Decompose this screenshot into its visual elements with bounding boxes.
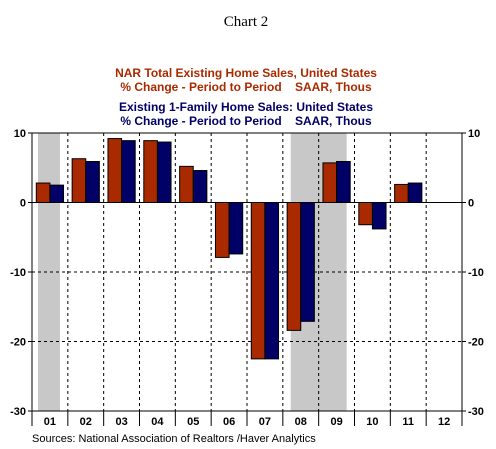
- x-tick-label: 03: [115, 416, 127, 428]
- bar-series2-07: [264, 202, 280, 360]
- axes: 10 10 0 0 -10 -10 -20 -20 -30 -30 01 02 03 04 05 06 07 08…: [10, 128, 484, 428]
- bar-series2-06: [228, 202, 244, 255]
- legend-series-1-name: NAR Total Existing Home Sales, United St…: [115, 66, 377, 80]
- y-tick-label-left: 0: [20, 198, 26, 210]
- x-tick-label: 02: [80, 416, 92, 428]
- bar-series1-10: [358, 202, 373, 226]
- y-tick-label-left: -20: [10, 337, 26, 349]
- bar-series1-06: [214, 202, 230, 258]
- grid: [32, 133, 462, 411]
- bar-series2-08: [300, 202, 315, 322]
- x-tick-label: 10: [366, 416, 378, 428]
- legend-series-2-name: Existing 1-Family Home Sales: United Sta…: [119, 100, 373, 114]
- bar-series1-02: [71, 158, 87, 203]
- bar-series1-01: [35, 182, 51, 203]
- x-tick-label: 09: [330, 416, 342, 428]
- x-tick-label: 07: [259, 416, 271, 428]
- y-tick-label-right: -10: [468, 267, 484, 279]
- bars: [35, 138, 423, 360]
- bar-series1-03: [107, 138, 123, 203]
- y-tick-label-left: -30: [10, 406, 26, 418]
- x-tick-label: 11: [402, 416, 414, 428]
- bar-series1-07: [250, 202, 266, 360]
- bar-series1-09: [322, 162, 338, 203]
- bar-series2-10: [371, 202, 387, 230]
- y-tick-label-left: 10: [14, 128, 26, 140]
- bar-series2-09: [336, 160, 351, 203]
- y-tick-label-right: -30: [468, 406, 484, 418]
- bar-series1-04: [143, 140, 158, 204]
- legend-series-2-subtitle: % Change - Period to Period SAAR, Thous: [120, 114, 372, 128]
- bar-series1-11: [394, 183, 409, 203]
- chart-title: Chart 2: [224, 14, 269, 30]
- x-tick-label: 04: [151, 416, 164, 428]
- y-tick-label-right: 10: [468, 128, 480, 140]
- x-tick-label: 12: [438, 416, 450, 428]
- bar-series2-01: [49, 184, 65, 203]
- bar-series2-03: [121, 140, 136, 204]
- bar-series2-11: [407, 182, 423, 203]
- x-tick-label: 05: [187, 416, 199, 428]
- x-tick-label: 06: [223, 416, 235, 428]
- y-tick-label-right: 0: [468, 198, 474, 210]
- bar-series2-05: [192, 170, 208, 203]
- bar-series2-04: [156, 141, 172, 204]
- legend-series-1-subtitle: % Change - Period to Period SAAR, Thous: [120, 80, 372, 94]
- x-tick-label: 08: [295, 416, 307, 428]
- bar-series1-08: [286, 202, 302, 331]
- bar-series1-05: [179, 165, 194, 203]
- source-note: Sources: National Association of Realtor…: [32, 433, 316, 445]
- y-tick-label-right: -20: [468, 337, 484, 349]
- x-tick-label: 01: [44, 416, 56, 428]
- y-tick-label-left: -10: [10, 267, 26, 279]
- bar-series2-02: [85, 160, 100, 203]
